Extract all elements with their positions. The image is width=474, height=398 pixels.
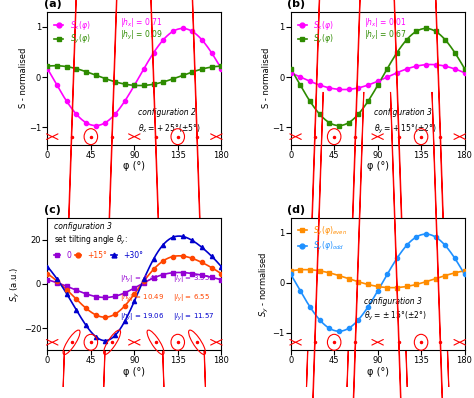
Text: $\theta_x = +25°(\pm 5°)$: $\theta_x = +25°(\pm 5°)$ xyxy=(138,122,201,135)
Text: $|h_y|$ = 10.49: $|h_y|$ = 10.49 xyxy=(120,293,164,304)
Text: $|h_y|$ = 0.09: $|h_y|$ = 0.09 xyxy=(120,29,164,42)
Text: (d): (d) xyxy=(287,205,305,215)
Legend: 0, +15°, +30°: 0, +15°, +30° xyxy=(51,248,146,263)
Text: $|l_y|$ = 11.57: $|l_y|$ = 11.57 xyxy=(173,311,214,323)
Y-axis label: S - normalised: S - normalised xyxy=(262,48,271,109)
Text: (c): (c) xyxy=(44,205,61,215)
X-axis label: φ (°): φ (°) xyxy=(366,367,389,377)
Text: $|h_y|$ = 4.41: $|h_y|$ = 4.41 xyxy=(120,274,160,285)
X-axis label: φ (°): φ (°) xyxy=(366,161,389,171)
Text: $|h_x|$ = 0.71: $|h_x|$ = 0.71 xyxy=(120,16,163,29)
Text: $|h_y|$ = 0.67: $|h_y|$ = 0.67 xyxy=(364,29,407,42)
Text: (a): (a) xyxy=(44,0,62,9)
Text: configuration 3: configuration 3 xyxy=(364,297,421,306)
Legend: $S_x(\varphi)$, $S_y(\varphi)$: $S_x(\varphi)$, $S_y(\varphi)$ xyxy=(51,16,93,49)
Text: (b): (b) xyxy=(287,0,305,9)
Text: $\theta_y = \pm 15°(\pm 2°)$: $\theta_y = \pm 15°(\pm 2°)$ xyxy=(364,310,427,323)
Text: $|h_y|$ = 19.06: $|h_y|$ = 19.06 xyxy=(120,311,164,323)
Text: configuration 2: configuration 2 xyxy=(138,108,196,117)
Y-axis label: $S_y$ (a.u.): $S_y$ (a.u.) xyxy=(9,266,22,302)
Text: set tilting angle $\theta_y$:: set tilting angle $\theta_y$: xyxy=(55,234,128,247)
Legend: $S_y(\varphi)_{even}$, $S_y(\varphi)_{odd}$: $S_y(\varphi)_{even}$, $S_y(\varphi)_{od… xyxy=(294,221,350,256)
X-axis label: φ (°): φ (°) xyxy=(123,161,146,171)
Legend: $S_x(\varphi)$, $S_y(\varphi)$: $S_x(\varphi)$, $S_y(\varphi)$ xyxy=(294,16,337,49)
Y-axis label: S - normalised: S - normalised xyxy=(18,48,27,109)
Text: configuration 3: configuration 3 xyxy=(374,108,432,117)
Text: configuration 3: configuration 3 xyxy=(55,222,112,230)
X-axis label: φ (°): φ (°) xyxy=(123,367,146,377)
Text: $|l_y|$ = 6.55: $|l_y|$ = 6.55 xyxy=(173,293,210,304)
Y-axis label: $S_y$ - normalised: $S_y$ - normalised xyxy=(258,251,271,316)
Text: $|h_x|$ = 0.01: $|h_x|$ = 0.01 xyxy=(364,16,407,29)
Text: $|l_y|$ = 3.55: $|l_y|$ = 3.55 xyxy=(173,274,210,285)
Text: $\theta_y = +15°(\pm 2°)$: $\theta_y = +15°(\pm 2°)$ xyxy=(374,123,437,136)
